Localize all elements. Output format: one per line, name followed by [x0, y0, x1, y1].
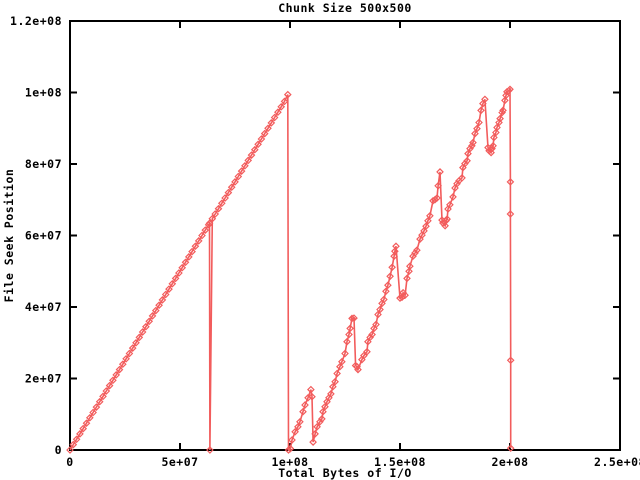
- x-tick-label: 0: [66, 455, 73, 469]
- y-tick-label: 0: [55, 443, 62, 457]
- plot-border: [69, 20, 621, 451]
- series-line: [69, 87, 512, 452]
- x-axis-title: Total Bytes of I/O: [278, 466, 412, 480]
- y-tick-label: 8e+07: [25, 157, 62, 171]
- y-tick-label: 4e+07: [25, 300, 62, 314]
- series-markers: [66, 85, 515, 454]
- x-tick-label: 1.5e+08: [374, 455, 426, 469]
- y-tick-label: 2e+07: [25, 372, 62, 386]
- chart-title: Chunk Size 500x500: [278, 1, 412, 15]
- y-tick-label: 1e+08: [25, 86, 62, 100]
- y-tick-label: 6e+07: [25, 229, 62, 243]
- x-tick-label: 2e+08: [491, 455, 528, 469]
- y-tick-label: 1.2e+08: [10, 14, 62, 28]
- x-tick-label: 1e+08: [271, 455, 308, 469]
- x-tick-label: 2.5e+08: [594, 455, 640, 469]
- y-axis-title: File Seek Position: [2, 169, 16, 303]
- x-tick-label: 5e+07: [161, 455, 198, 469]
